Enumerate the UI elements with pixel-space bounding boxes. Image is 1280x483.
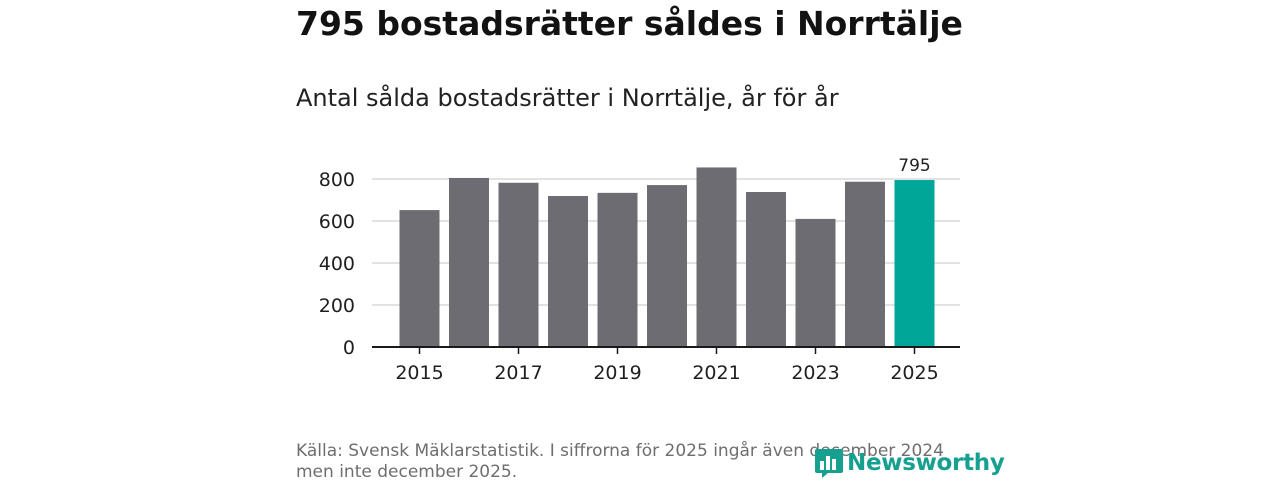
x-tick-label-2021: 2021 <box>692 362 740 384</box>
bar-2022 <box>746 192 786 347</box>
logo-text: Newsworthy <box>847 450 1005 476</box>
bar-2018 <box>548 196 588 347</box>
y-tick-label-200: 200 <box>319 295 355 317</box>
chart-title: 795 bostadsrätter såldes i Norrtälje <box>296 4 963 43</box>
bar-2019 <box>597 192 638 347</box>
x-tick-label-2017: 2017 <box>494 362 542 384</box>
bar-2023 <box>795 218 836 347</box>
bar-2024 <box>845 181 885 347</box>
bar-2021 <box>696 167 737 347</box>
y-tick-label-0: 0 <box>343 337 355 359</box>
y-tick-label-400: 400 <box>319 253 355 275</box>
bar-2015 <box>399 210 440 347</box>
bar-2020 <box>647 185 687 347</box>
chart-subtitle: Antal sålda bostadsrätter i Norrtälje, å… <box>296 84 839 112</box>
x-tick-label-2019: 2019 <box>593 362 641 384</box>
x-tick-label-2015: 2015 <box>395 362 443 384</box>
bar-2025 <box>894 180 935 347</box>
bar-2017 <box>498 182 539 347</box>
newsworthy-logo: Newsworthy <box>814 446 1005 480</box>
x-tick-label-2023: 2023 <box>791 362 839 384</box>
source-note: Källa: Svensk Mäklarstatistik. I siffror… <box>296 441 944 482</box>
x-tick-label-2025: 2025 <box>890 362 938 384</box>
bar-2016 <box>449 177 489 347</box>
data-label-2025: 795 <box>898 156 930 176</box>
y-tick-label-800: 800 <box>319 169 355 191</box>
newsworthy-bar-chart-icon <box>814 447 844 479</box>
y-tick-label-600: 600 <box>319 211 355 233</box>
